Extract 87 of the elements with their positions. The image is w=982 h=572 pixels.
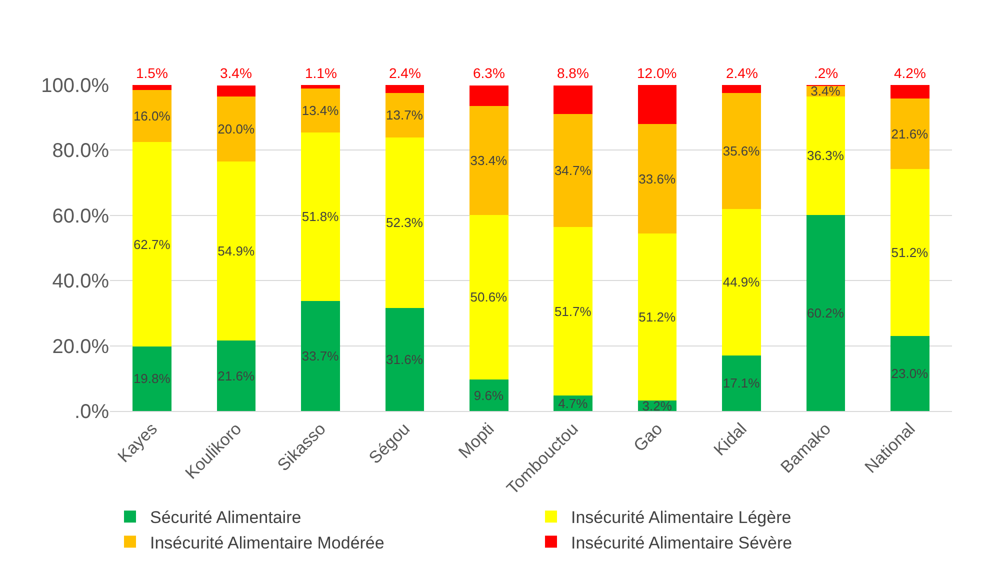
bar — [890, 169, 930, 336]
data-label: 21.6% — [891, 126, 929, 142]
bar — [890, 98, 930, 170]
bar — [216, 162, 256, 341]
data-label: 35.6% — [722, 143, 760, 158]
bar — [806, 214, 846, 411]
legend-label: Insécurité Alimentaire Légère — [571, 508, 792, 528]
bar — [890, 85, 930, 99]
data-label: 9.6% — [474, 388, 504, 403]
data-label: 62.7% — [133, 236, 171, 252]
bar — [301, 88, 340, 132]
data-label: 33.6% — [638, 171, 676, 186]
data-label: 23.0% — [891, 366, 929, 382]
data-label: 1.1% — [305, 65, 337, 81]
bar — [470, 380, 508, 411]
data-label: 54.9% — [218, 244, 255, 259]
bar — [722, 355, 761, 411]
data-label: 19.8% — [133, 371, 171, 386]
y-tick-label: 20.0% — [52, 336, 110, 358]
bar — [638, 124, 677, 234]
data-label: 44.9% — [722, 274, 760, 290]
data-label: 8.8% — [557, 65, 589, 81]
legend-label: Insécurité Alimentaire Modérée — [150, 533, 384, 552]
data-label: 51.7% — [554, 304, 592, 319]
bar — [301, 132, 340, 302]
bar — [132, 90, 172, 142]
data-label: 51.8% — [302, 209, 340, 224]
data-label: 13.7% — [386, 108, 424, 123]
data-label: 31.6% — [386, 352, 424, 367]
data-label: .2% — [814, 65, 838, 81]
data-label: 13.4% — [302, 102, 340, 118]
bar — [470, 214, 508, 380]
y-tick-label: 60.0% — [52, 205, 110, 228]
data-label: 34.7% — [554, 163, 592, 178]
bar — [638, 234, 677, 401]
bar — [216, 96, 256, 162]
bar — [638, 85, 677, 124]
bar — [554, 114, 592, 228]
bar — [301, 301, 340, 411]
data-label: 33.7% — [302, 348, 340, 364]
data-label: 4.2% — [894, 65, 926, 81]
data-label: 21.6% — [218, 368, 255, 384]
y-tick-label: 40.0% — [52, 270, 110, 293]
data-label: 33.4% — [470, 152, 508, 168]
data-label: 50.6% — [470, 290, 508, 305]
data-label: 3.4% — [810, 83, 841, 98]
data-label: 3.4% — [220, 65, 252, 81]
bar — [385, 85, 424, 93]
bar — [722, 85, 761, 93]
bar — [132, 85, 172, 90]
bar — [806, 96, 846, 215]
data-label: 52.3% — [386, 215, 424, 230]
bar — [470, 85, 508, 106]
legend-label: Insécurité Alimentaire Sévère — [571, 533, 792, 552]
bar — [216, 85, 256, 96]
bar — [554, 85, 592, 114]
bar — [722, 208, 761, 356]
x-tick-label: Gao — [630, 419, 666, 456]
bar — [385, 137, 424, 308]
y-tick-label: 100.0% — [41, 75, 110, 97]
data-label: 3.2% — [642, 398, 672, 414]
bar — [554, 227, 592, 396]
bar — [385, 308, 424, 411]
bar — [132, 142, 172, 346]
bar — [301, 85, 340, 89]
bar — [722, 92, 761, 209]
bar — [470, 106, 508, 215]
y-tick-label: 80.0% — [52, 140, 110, 162]
data-label: 4.7% — [558, 396, 588, 411]
data-label: 51.2% — [891, 245, 929, 260]
data-label: 17.1% — [722, 376, 760, 391]
y-tick-label: .0% — [74, 401, 110, 423]
bar — [890, 336, 930, 411]
data-label: 20.0% — [218, 122, 255, 137]
data-label: 36.3% — [807, 148, 844, 164]
data-label: 6.3% — [473, 65, 505, 81]
bar — [385, 92, 424, 138]
data-label: 60.2% — [807, 305, 844, 320]
bar — [132, 346, 172, 411]
legend-label: Sécurité Alimentaire — [150, 508, 302, 528]
data-label: 12.0% — [637, 65, 677, 81]
data-label: 1.5% — [136, 65, 168, 81]
data-label: 2.4% — [389, 65, 421, 81]
bar — [216, 340, 256, 411]
data-label: 16.0% — [133, 108, 171, 124]
data-label: 2.4% — [726, 65, 758, 81]
data-label: 51.2% — [638, 310, 676, 325]
